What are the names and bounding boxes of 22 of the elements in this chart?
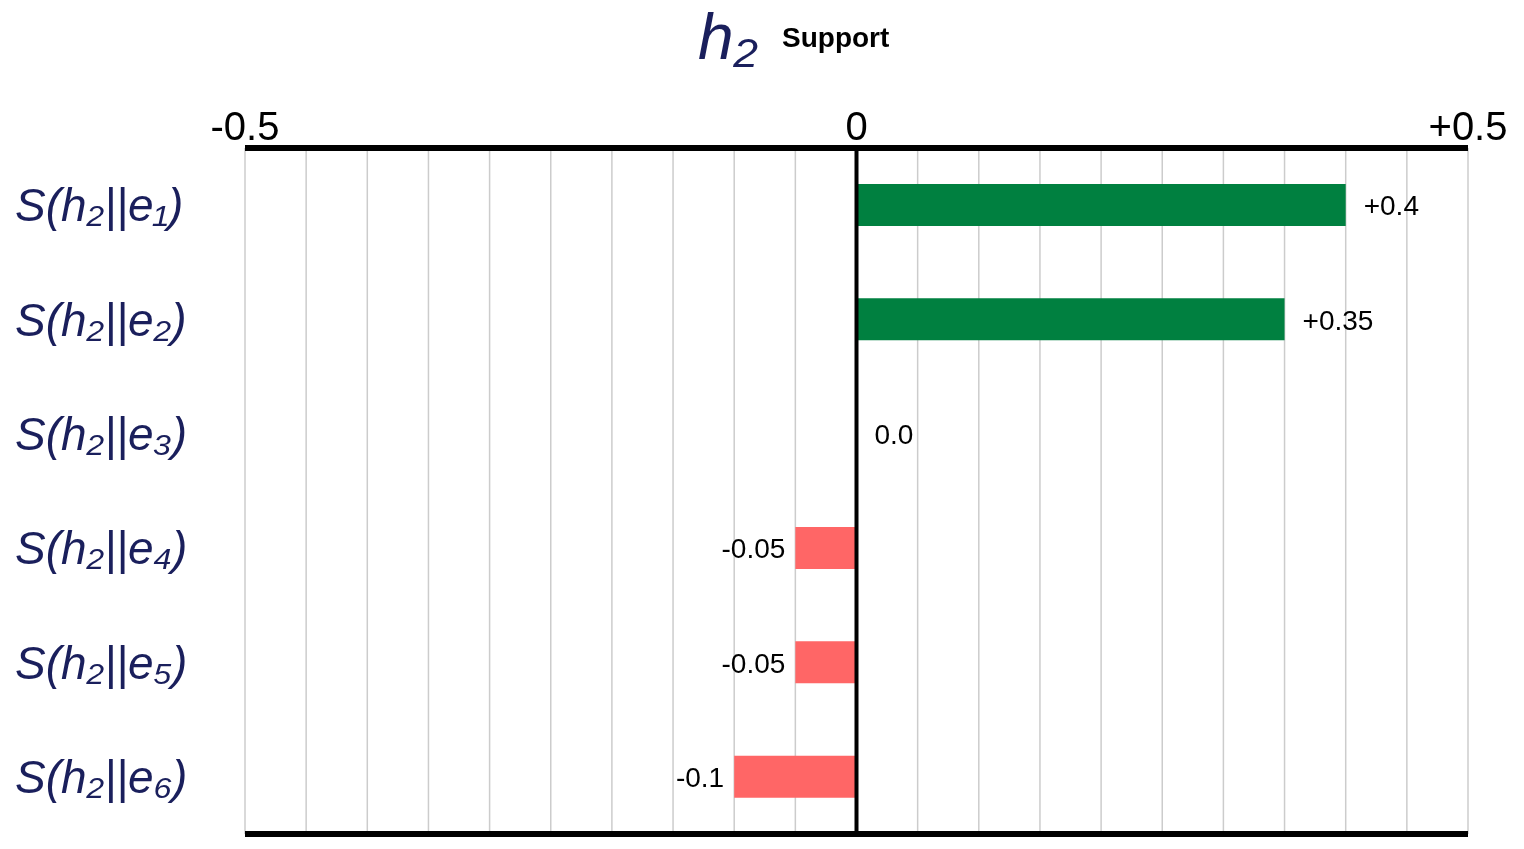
data-label: -0.05 [721, 533, 786, 565]
bar [795, 641, 857, 684]
data-label: +0.4 [1363, 190, 1419, 222]
data-label: -0.1 [675, 761, 725, 793]
y-tick-label: S(h₂||e₄) [15, 522, 188, 575]
chart-title: h₂ [698, 0, 758, 74]
y-tick-label: S(h₂||e₅) [15, 636, 188, 689]
data-label: +0.35 [1302, 304, 1374, 336]
bar [795, 527, 857, 569]
bar [734, 755, 857, 798]
x-tick-label: 0 [845, 104, 868, 148]
bar [856, 184, 1346, 226]
chart-subtitle: Support [782, 22, 890, 54]
y-tick-label: S(h₂||e₁) [15, 179, 184, 232]
data-label: -0.05 [721, 647, 786, 679]
x-tick-label: +0.5 [1428, 104, 1508, 148]
bar [856, 298, 1285, 341]
y-tick-label: S(h₂||e₂) [15, 293, 187, 346]
x-tick-label: -0.5 [210, 104, 280, 148]
y-tick-label: S(h₂||e₆) [15, 751, 188, 804]
y-tick-label: S(h₂||e₃) [15, 408, 188, 461]
data-label: 0.0 [874, 418, 914, 450]
